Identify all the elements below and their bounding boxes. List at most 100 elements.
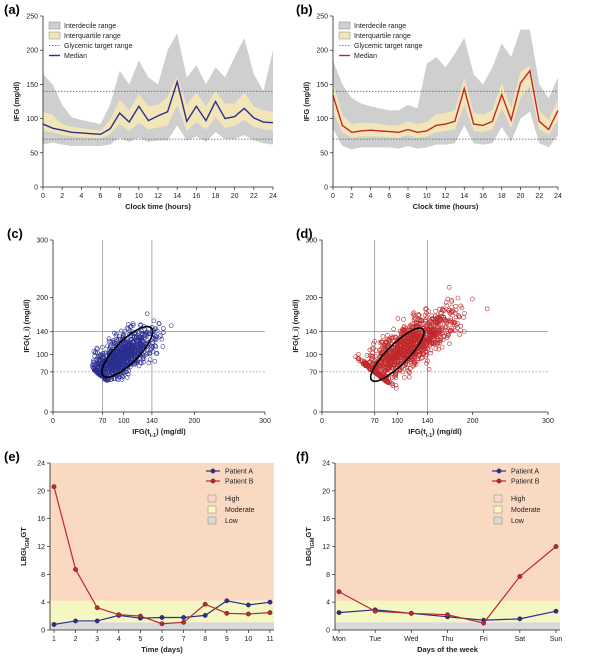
x-tick-label: 70 (371, 418, 379, 425)
data-point (401, 341, 406, 347)
data-point (130, 321, 136, 326)
data-point (423, 306, 429, 311)
data-point (399, 342, 405, 347)
data-point (139, 328, 144, 334)
data-point (453, 303, 458, 309)
series-point (445, 612, 450, 618)
data-point (440, 326, 445, 332)
sd-ellipse (101, 325, 154, 378)
x-tick-label: 1 (52, 636, 56, 643)
zone-high (50, 463, 274, 601)
data-point (427, 340, 433, 346)
data-point (449, 320, 455, 325)
median-line (332, 69, 559, 134)
data-point (416, 348, 422, 354)
data-point (138, 335, 144, 341)
label-part: ) (mg/dl) (432, 427, 462, 436)
data-point (423, 353, 428, 359)
data-point (462, 329, 467, 334)
data-point (147, 350, 152, 356)
data-point (127, 331, 132, 337)
x-tick-label: 20 (517, 193, 525, 200)
data-point (441, 307, 447, 313)
y-tick-label: 20 (37, 488, 45, 495)
data-point (128, 344, 134, 349)
data-point (122, 329, 127, 334)
data-point (369, 346, 375, 352)
data-point (398, 331, 404, 336)
data-point (119, 349, 125, 354)
series-point (224, 598, 230, 604)
data-point (407, 342, 412, 347)
x-tick-label: 16 (479, 193, 487, 200)
data-point (428, 350, 434, 356)
data-point (421, 350, 426, 356)
data-point (416, 312, 421, 317)
data-point (359, 358, 364, 364)
x-tick-label: 6 (160, 636, 164, 643)
data-point (168, 323, 174, 328)
data-point (130, 344, 136, 349)
data-point (144, 311, 150, 317)
y-tick-label: 0 (313, 410, 317, 417)
data-point (152, 359, 158, 364)
data-point (484, 306, 490, 312)
data-point (411, 334, 417, 340)
data-point (141, 359, 146, 365)
legend-swatch (210, 478, 216, 484)
data-point (449, 328, 455, 334)
data-point (424, 343, 430, 349)
y-axis-label: IFG (mg/dl) (12, 81, 21, 121)
x-axis-label: Clock time (hours) (125, 202, 191, 211)
data-point (385, 343, 391, 349)
y-tick-label: 50 (320, 150, 328, 157)
data-point (416, 312, 422, 318)
x-tick-label: 8 (406, 193, 410, 200)
x-tick-label: 9 (225, 636, 229, 643)
data-point (108, 364, 114, 370)
data-point (126, 354, 132, 360)
series-point (372, 608, 378, 614)
series-point (202, 612, 208, 618)
data-point (385, 359, 391, 365)
x-tick-label: 6 (387, 193, 391, 200)
x-tick-label: Thu (441, 636, 453, 643)
data-point (424, 315, 429, 320)
legend-entry: Glycemic target range (354, 43, 423, 50)
x-tick-label: 140 (422, 418, 434, 425)
data-point (438, 331, 444, 337)
data-point (117, 374, 122, 380)
data-point (100, 357, 105, 363)
data-point (363, 363, 369, 368)
y-tick-label: 200 (36, 295, 48, 302)
data-point (389, 365, 395, 371)
series-point (51, 622, 57, 627)
data-point (446, 284, 452, 290)
data-point (433, 308, 438, 314)
x-tick-label: 200 (188, 418, 200, 425)
data-point (443, 317, 449, 323)
data-point (148, 347, 154, 353)
data-point (92, 353, 97, 359)
series-point (181, 619, 187, 625)
data-point (115, 348, 120, 353)
data-point (382, 368, 388, 373)
data-point (394, 385, 399, 391)
zone-legend-swatch (493, 505, 503, 514)
data-point (124, 354, 129, 359)
data-point (395, 316, 401, 321)
data-point (158, 334, 163, 340)
data-point (406, 374, 412, 380)
data-point (385, 378, 391, 384)
data-point (391, 362, 397, 367)
data-point (389, 334, 395, 340)
data-point (123, 344, 129, 350)
series-point (245, 611, 251, 617)
data-point (361, 359, 367, 364)
data-point (365, 362, 370, 368)
data-point (413, 323, 419, 328)
x-tick-label: 100 (118, 418, 130, 425)
data-point (139, 330, 145, 336)
y-axis-label: IFG (mg/dl) (302, 81, 311, 121)
